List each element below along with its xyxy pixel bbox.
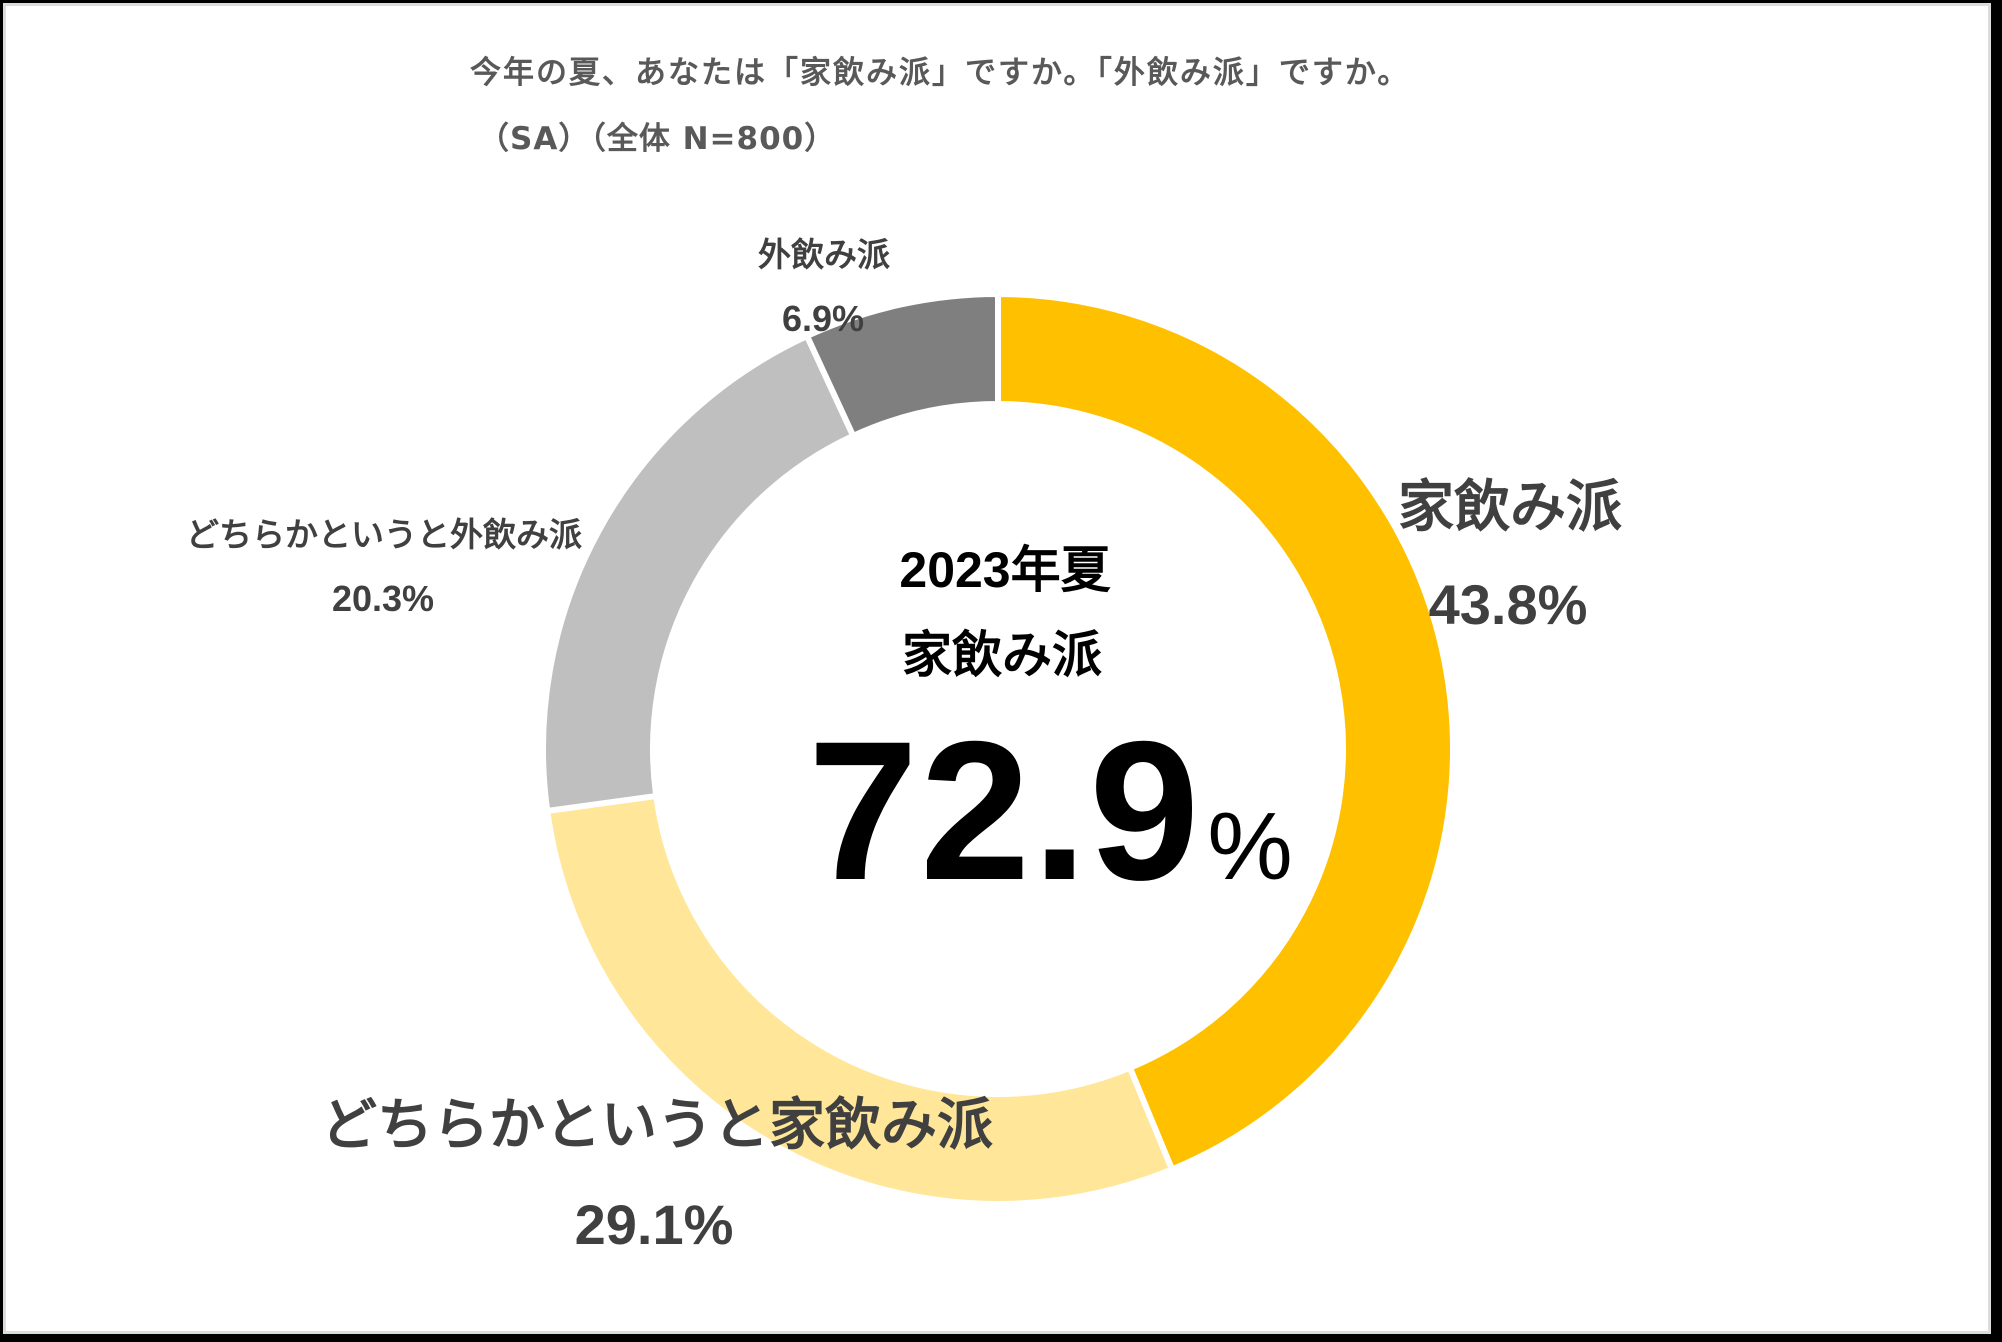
segment-eating-out xyxy=(803,290,1001,440)
label-rather-home-drinking: どちらかというと家飲み派 xyxy=(321,1093,993,1158)
segment-home-drinking xyxy=(995,290,1456,1174)
segment-rather-eating-out xyxy=(540,332,858,815)
value-rather-eating-out: 20.3% xyxy=(331,578,435,619)
segment-rather-home-drinking xyxy=(543,792,1176,1207)
value-eating-out: 6.9% xyxy=(781,298,865,339)
label-home-drinking: 家飲み派 xyxy=(1398,475,1622,540)
center-label: 家飲み派 xyxy=(902,626,1102,684)
value-home-drinking: 43.8% xyxy=(1428,573,1588,636)
center-value-unit: % xyxy=(1207,793,1293,900)
chart-title: 今年の夏、あなたは「家飲み派」ですか。「外飲み派」ですか。 xyxy=(470,55,1411,91)
center-value-number: 72.9 xyxy=(808,700,1202,921)
center-value: 72.9% xyxy=(808,712,1293,910)
label-eating-out: 外飲み派 xyxy=(758,235,890,274)
value-rather-home-drinking: 29.1% xyxy=(574,1193,734,1256)
center-year: 2023年夏 xyxy=(899,542,1111,598)
chart-subtitle: （SA）（全体 N=800） xyxy=(478,121,837,157)
label-rather-eating-out: どちらかというと外飲み派 xyxy=(186,515,582,554)
